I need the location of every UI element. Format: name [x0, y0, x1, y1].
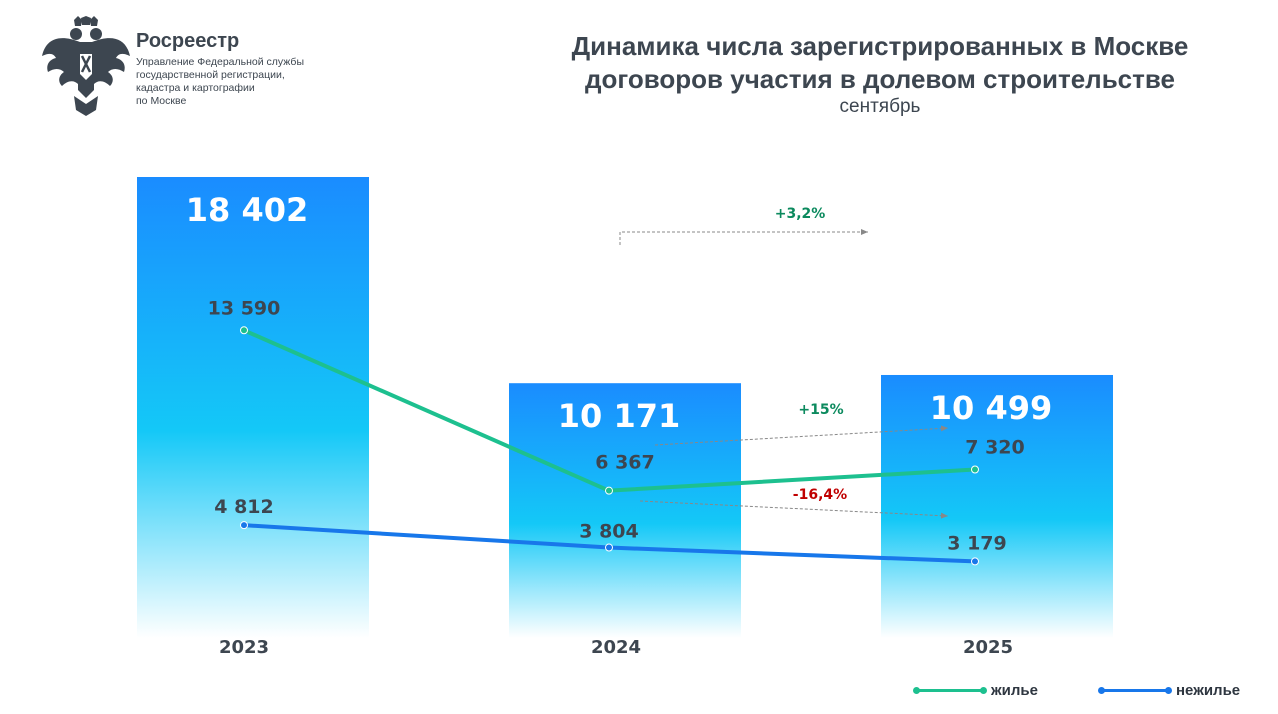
org-name: Росреестр	[136, 30, 240, 52]
legend-swatch-nonresidential	[1098, 687, 1172, 694]
legend-label-residential: жилье	[991, 682, 1038, 699]
total-label-2025: 10 499	[930, 389, 1052, 427]
data-label-nonresidential-2025: 3 179	[947, 532, 1007, 554]
x-tick-label-2025: 2025	[963, 637, 1013, 658]
data-label-residential-2025: 7 320	[965, 436, 1025, 458]
legend-item-nonresidential: нежилье	[1098, 682, 1241, 699]
point-residential-2023	[240, 326, 248, 335]
eagle-emblem-icon	[42, 16, 130, 116]
legend: жилье нежилье	[913, 682, 1255, 702]
chart-subtitle: сентябрь	[839, 96, 921, 117]
point-residential-2024	[605, 486, 613, 495]
data-label-nonresidential-2023: 4 812	[214, 496, 274, 518]
legend-item-residential: жилье	[913, 682, 1038, 699]
data-label-residential-2024: 6 367	[595, 452, 655, 474]
point-nonresidential-2023	[240, 521, 248, 530]
total-change-arrow	[619, 229, 868, 245]
total-label-2023: 18 402	[186, 191, 308, 229]
residential-change-label: +15%	[798, 402, 843, 418]
nonresidential-change-arrow	[639, 500, 949, 519]
data-label-residential-2023: 13 590	[208, 297, 281, 319]
point-residential-2025	[971, 465, 979, 474]
total-change-label: +3,2%	[775, 206, 826, 222]
nonresidential-change-label: -16,4%	[793, 487, 847, 503]
data-label-nonresidential-2024: 3 804	[579, 521, 639, 543]
x-tick-label-2024: 2024	[591, 637, 641, 658]
total-label-2024: 10 171	[558, 397, 680, 435]
bar-2023	[137, 177, 369, 638]
bar-2025	[881, 374, 1113, 638]
point-nonresidential-2024	[605, 543, 613, 552]
residential-change-arrow	[654, 425, 949, 446]
x-tick-label-2023: 2023	[219, 637, 269, 658]
org-description: Управление Федеральной службы государств…	[136, 56, 304, 107]
bar-2024	[509, 383, 741, 638]
point-nonresidential-2025	[971, 557, 979, 566]
chart-title: Динамика числа зарегистрированных в Моск…	[571, 31, 1189, 94]
legend-label-nonresidential: нежилье	[1176, 682, 1241, 699]
legend-swatch-residential	[913, 687, 987, 694]
